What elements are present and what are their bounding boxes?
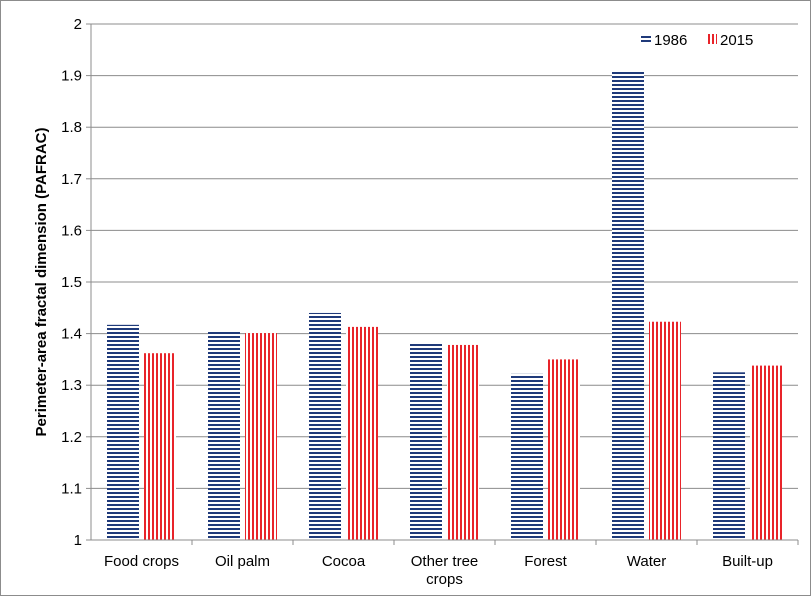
bar-2015 bbox=[750, 365, 782, 540]
bar-1986 bbox=[713, 372, 745, 540]
y-tick-label: 1 bbox=[74, 532, 82, 549]
legend-label: 2015 bbox=[720, 32, 753, 49]
bars bbox=[107, 70, 782, 540]
bar-2015 bbox=[346, 326, 378, 540]
y-tick-label: 1.6 bbox=[61, 222, 82, 239]
y-tick-label: 1.9 bbox=[61, 68, 82, 85]
bar-1986 bbox=[208, 331, 240, 540]
bar-1986 bbox=[410, 343, 442, 540]
bar-2015 bbox=[447, 344, 479, 540]
x-category-label: Food crops bbox=[104, 553, 179, 570]
y-tick-label: 1.8 bbox=[61, 119, 82, 136]
bar-1986 bbox=[309, 312, 341, 540]
bar-1986 bbox=[612, 70, 644, 540]
x-category-labels: Food crops Oil palm Cocoa Other tree crops Fo… bbox=[104, 553, 773, 588]
y-tick-label: 1.7 bbox=[61, 171, 82, 188]
bar-2015 bbox=[245, 333, 277, 540]
legend-swatch-1986 bbox=[641, 34, 651, 44]
legend-label: 1986 bbox=[654, 32, 687, 49]
y-tick-label: 1.1 bbox=[61, 480, 82, 497]
bar-2015 bbox=[548, 359, 580, 540]
y-tick-labels: 1 1.1 1.2 1.3 1.4 1.5 1.6 1.7 1.8 1.9 2 bbox=[61, 16, 82, 549]
bar-2015 bbox=[144, 353, 176, 540]
x-category-label: Cocoa bbox=[322, 553, 366, 570]
bar-2015 bbox=[649, 321, 681, 540]
legend: 1986 2015 bbox=[641, 32, 753, 49]
x-category-label: Water bbox=[627, 553, 666, 570]
y-tick-label: 1.3 bbox=[61, 377, 82, 394]
axes bbox=[90, 24, 799, 545]
y-tick-label: 1.2 bbox=[61, 429, 82, 446]
y-tick-label: 1.5 bbox=[61, 274, 82, 291]
x-category-label: Forest bbox=[524, 553, 567, 570]
legend-swatch-2015 bbox=[707, 34, 717, 44]
y-tick-label: 2 bbox=[74, 16, 82, 33]
x-category-label: Other tree crops bbox=[411, 553, 479, 588]
x-category-label: Oil palm bbox=[215, 553, 270, 570]
bar-1986 bbox=[511, 373, 543, 540]
y-tick-label: 1.4 bbox=[61, 326, 82, 343]
x-category-label: Built-up bbox=[722, 553, 773, 570]
bar-1986 bbox=[107, 324, 139, 540]
y-axis-label: Perimeter-area fractal dimension (PAFRAC… bbox=[33, 128, 50, 437]
